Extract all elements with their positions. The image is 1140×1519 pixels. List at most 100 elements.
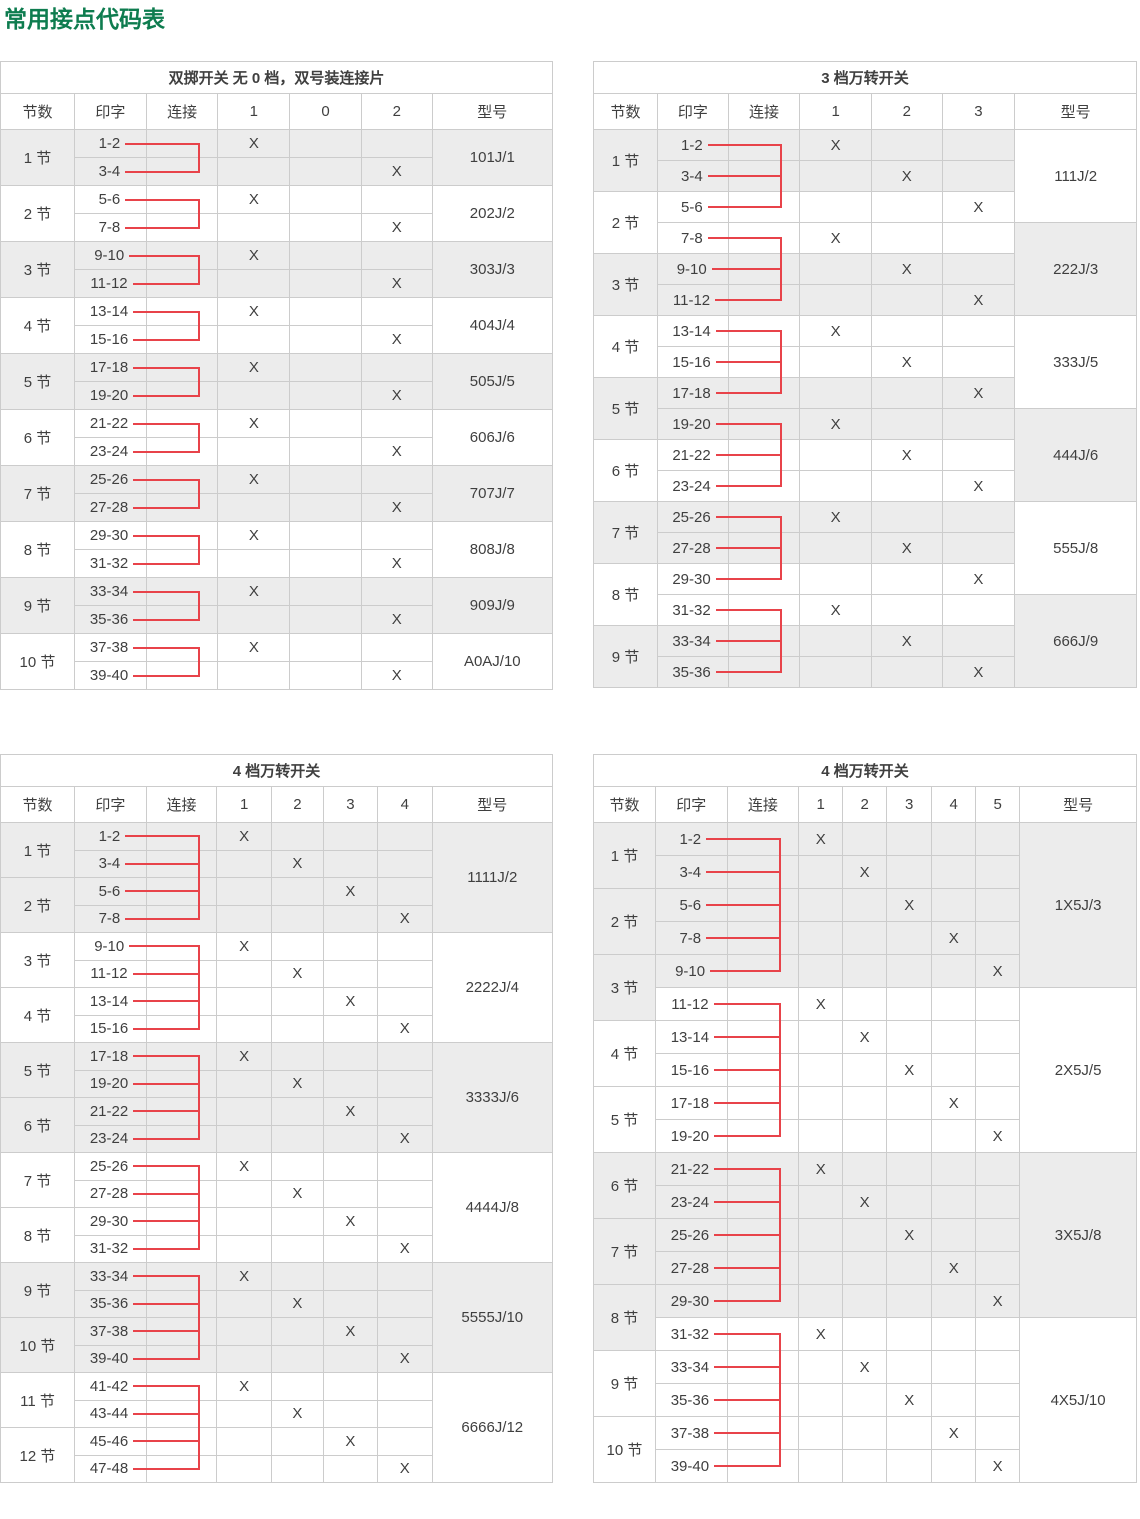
x-cell xyxy=(216,1179,272,1208)
section-cell: 8 节 xyxy=(0,1207,75,1263)
connector-cell xyxy=(145,185,219,214)
bracket-v-line xyxy=(198,549,201,564)
x-cell xyxy=(842,1383,888,1417)
print-cell: 1-2 xyxy=(73,129,147,158)
model-cell: 222J/3 xyxy=(1014,222,1137,316)
x-cell xyxy=(798,888,844,922)
print-label: 31-32 xyxy=(670,1325,710,1343)
print-wrap: 33-34 xyxy=(75,578,147,605)
print-line xyxy=(715,392,729,394)
bracket-v-line xyxy=(779,954,782,971)
table-row: 23-24 X xyxy=(594,470,1137,502)
bracket-h-line xyxy=(726,1366,782,1368)
print-wrap: 29-30 xyxy=(656,1285,728,1317)
header-position: 5 xyxy=(975,786,1021,823)
bracket-h-line xyxy=(145,590,201,593)
x-cell: X xyxy=(941,656,1016,688)
x-cell xyxy=(941,222,1016,254)
connector-cell xyxy=(727,377,801,409)
connector-cell xyxy=(726,1284,800,1318)
x-cell xyxy=(931,822,977,856)
bracket-v-line xyxy=(198,661,201,676)
bracket-h-line xyxy=(145,506,201,509)
print-line xyxy=(129,254,147,257)
bracket-v-line xyxy=(198,493,201,508)
x-cell xyxy=(799,439,872,471)
x-cell: X xyxy=(216,1262,272,1291)
print-label: 31-32 xyxy=(89,555,129,572)
x-cell xyxy=(842,888,888,922)
print-cell: 15-16 xyxy=(657,346,729,378)
section-cell: 6 节 xyxy=(592,439,659,502)
table-row: 39-40 X xyxy=(594,1449,1137,1483)
x-cell: X xyxy=(217,241,291,270)
print-cell: 5-6 xyxy=(73,877,147,906)
bracket-v-line xyxy=(198,535,201,550)
print-label: 7-8 xyxy=(98,219,121,236)
print-wrap: 21-22 xyxy=(75,410,147,437)
x-cell: X xyxy=(870,532,943,564)
print-label: 21-22 xyxy=(670,1160,710,1178)
table-row: 1 节 1-2 X 1X5J/3 xyxy=(593,822,1137,988)
x-cell xyxy=(360,241,433,270)
bracket-h-line xyxy=(726,871,782,873)
bracket-h-line xyxy=(145,198,201,201)
header-model: 型号 xyxy=(431,786,554,823)
table-row: 6 节 21-22 X xyxy=(592,439,1137,502)
bracket-v-line xyxy=(779,1086,782,1120)
print-label: 39-40 xyxy=(89,1350,129,1368)
section-cell: 11 节 xyxy=(0,1372,75,1428)
table-row: 8 节 29-30 X 808J/8 xyxy=(0,521,554,578)
print-cell: 31-32 xyxy=(654,1317,728,1351)
x-cell xyxy=(360,185,433,214)
print-wrap: 1-2 xyxy=(75,823,147,850)
bracket-h-line xyxy=(726,1102,782,1104)
x-cell: X xyxy=(941,470,1016,502)
model-cell: 2222J/4 xyxy=(431,932,554,1043)
bracket-h-line xyxy=(726,1333,782,1335)
x-cell xyxy=(289,241,362,270)
print-wrap: 43-44 xyxy=(75,1401,147,1428)
print-wrap: 1-2 xyxy=(658,130,729,160)
x-cell xyxy=(216,1399,272,1428)
print-line xyxy=(714,1234,728,1236)
connector-cell xyxy=(145,1014,218,1043)
x-cell: X xyxy=(360,381,433,410)
bracket-v-line xyxy=(779,1251,782,1285)
table-row: 1 节 1-2 X 1111J/2 xyxy=(0,822,554,933)
print-label: 33-34 xyxy=(672,632,711,650)
print-wrap: 23-24 xyxy=(75,438,147,465)
print-label: 5-6 xyxy=(681,198,703,216)
bracket-v-line xyxy=(197,1276,200,1291)
x-cell xyxy=(322,1399,378,1428)
bracket-v-line xyxy=(198,479,201,494)
x-cell xyxy=(376,1042,433,1071)
x-cell xyxy=(376,1317,433,1346)
model-cell: 606J/6 xyxy=(431,409,554,466)
print-wrap: 17-18 xyxy=(75,1043,147,1070)
bracket-h-line xyxy=(727,206,783,208)
print-line xyxy=(714,1300,728,1302)
print-wrap: 25-26 xyxy=(658,502,729,532)
print-line xyxy=(707,144,729,146)
x-cell xyxy=(322,1124,378,1153)
x-cell: X xyxy=(376,1234,433,1263)
print-wrap: 29-30 xyxy=(658,564,729,594)
table-title: 3 档万转开关 xyxy=(593,61,1137,94)
x-cell: X xyxy=(270,1179,324,1208)
print-cell: 35-36 xyxy=(657,656,729,688)
bracket-h-line xyxy=(726,1036,782,1038)
x-cell: X xyxy=(322,1097,378,1126)
bracket-h-line xyxy=(727,392,783,394)
print-wrap: 11-12 xyxy=(656,988,728,1020)
section-cell: 3 节 xyxy=(0,932,75,988)
print-wrap: 23-24 xyxy=(658,471,729,501)
table-row: 5 节 17-18 X 505J/5 xyxy=(0,353,554,410)
bracket-v-line xyxy=(780,377,783,393)
bracket-v-line xyxy=(198,647,201,662)
print-cell: 17-18 xyxy=(73,353,147,382)
bracket-v-line xyxy=(198,311,201,326)
bracket-h-line xyxy=(726,1168,782,1170)
connector-cell xyxy=(145,605,219,634)
model-cell: 404J/4 xyxy=(431,297,554,354)
